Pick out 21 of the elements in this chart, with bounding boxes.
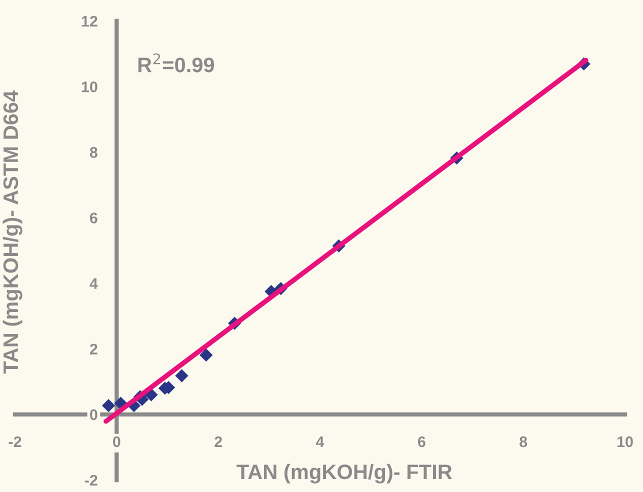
x-tick-label: 10 [617,436,633,448]
x-tick-label: 0 [113,436,120,448]
point [200,348,213,362]
x-tick-label: 6 [418,436,426,448]
x-axis-title: TAN (mgKOH/g)- FTIR [236,464,452,484]
point [102,398,116,412]
y-tick-label: 10 [82,81,98,92]
y-tick-label: 0 [90,409,98,420]
x-tick-label: -2 [8,436,22,448]
y-tick-label: 12 [82,16,98,27]
y-tick-label: 8 [90,147,98,158]
y-tick-label: 4 [90,278,98,289]
annotation: R$^{2}$=0.99 [138,53,214,72]
y-tick-label: 2 [90,344,98,354]
y-tick-label: 6 [90,212,98,224]
y-axis-title: TAN (mgKOH/g)- ASTM D664 [2,90,22,374]
x-tick-label: 4 [316,436,324,448]
x-tick-label: 2 [214,436,222,448]
y-tick-label: -2 [84,474,98,486]
x-tick-label: 8 [520,436,528,448]
point [175,369,188,382]
